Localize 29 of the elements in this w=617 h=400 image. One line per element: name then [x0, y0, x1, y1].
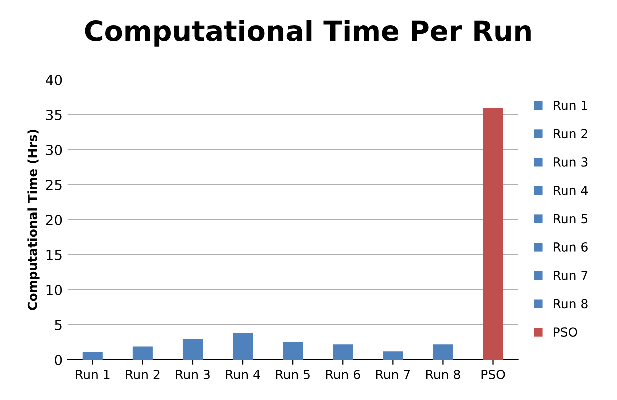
x-tick-label: Run 5	[276, 370, 310, 380]
y-tick-label: 20	[46, 214, 62, 226]
legend-label: Run 7	[554, 271, 588, 280]
legend-label: Run 6	[554, 242, 588, 252]
y-tick-label: 40	[46, 74, 62, 86]
x-tick-label: Run 8	[426, 370, 460, 380]
x-tick-label: PSO	[482, 370, 506, 380]
y-tick-label: 30	[46, 144, 62, 156]
x-tick-label: Run 4	[226, 370, 260, 380]
legend-label: Run 2	[554, 129, 588, 139]
x-tick-label: Run 3	[176, 370, 210, 380]
legend-label: Run 3	[554, 157, 588, 167]
x-tick-label: Run 6	[326, 370, 360, 380]
y-tick-label: 10	[46, 284, 62, 296]
y-tick-label: 15	[46, 250, 62, 260]
y-tick-label: 25	[46, 180, 62, 190]
chart-title: Computational Time Per Run	[85, 20, 531, 47]
x-tick-label: Run 7	[376, 370, 410, 380]
x-tick-label: Run 2	[126, 370, 160, 380]
x-tick-label: Run 1	[76, 370, 110, 380]
y-tick-label: 0	[55, 354, 62, 366]
legend-label: Run 5	[554, 214, 588, 224]
legend-label: Run 4	[554, 186, 588, 196]
y-tick-label: 35	[46, 110, 62, 120]
legend-label: PSO	[554, 328, 578, 338]
legend-label: Run 1	[554, 100, 588, 110]
y-tick-label: 5	[55, 320, 62, 330]
legend-label: Run 8	[554, 299, 588, 309]
y-axis-title: Computational Time (Hrs)	[28, 130, 40, 310]
